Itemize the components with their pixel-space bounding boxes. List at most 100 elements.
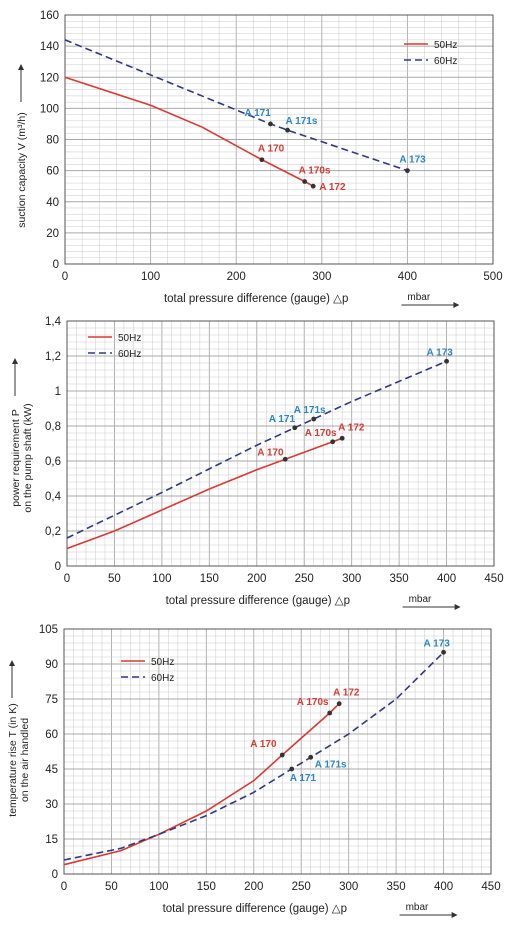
point-label: A 170 [250, 739, 277, 750]
y-axis-label-group: power requirement Pon the pump shaft (kW… [10, 358, 34, 513]
y-tick-label: 90 [45, 659, 58, 671]
x-tick-label: 300 [312, 271, 331, 283]
y-tick-label: 0,4 [45, 491, 62, 503]
series-line-50Hz [66, 437, 343, 550]
x-axis-unit: mbar [407, 292, 430, 303]
plot-frame [64, 14, 494, 265]
y-label-arrowhead [9, 660, 15, 666]
y-axis-label: temperature rise T (in K)on the air hand… [7, 703, 31, 816]
y-tick-label: 1,2 [45, 351, 61, 363]
x-axis-label: total pressure difference (gauge) △p [166, 595, 350, 607]
y-tick-label: 100 [40, 103, 59, 115]
data-point [405, 168, 410, 174]
x-unit-arrowhead [451, 912, 458, 918]
y-axis-label-group: suction capacity V (m³/h) [16, 64, 28, 228]
data-point [279, 752, 285, 758]
point-label: A 170 [257, 447, 284, 458]
point-label: A 171 [244, 108, 271, 119]
data-point [292, 425, 298, 431]
x-tick-label: 100 [141, 271, 160, 283]
data-point [259, 157, 265, 163]
data-point [302, 179, 308, 184]
x-axis-unit: mbar [409, 594, 432, 605]
y-tick-label: 80 [46, 135, 59, 147]
y-tick-label: 20 [46, 228, 59, 240]
x-tick-label: 300 [339, 881, 358, 893]
y-tick-label: 140 [40, 41, 59, 53]
y-tick-label: 0 [52, 869, 58, 881]
legend-label: 50Hz [151, 657, 174, 668]
point-label: A 173 [427, 347, 454, 358]
y-tick-label: 1 [55, 386, 61, 398]
x-tick-label: 50 [105, 881, 118, 893]
point-label: A 170 [258, 144, 285, 155]
grid [64, 14, 494, 265]
y-label-arrowhead [12, 358, 18, 364]
x-unit-arrowhead [454, 604, 461, 610]
series-line-50Hz [63, 703, 340, 866]
point-label: A 171 [269, 414, 296, 425]
x-tick-label: 300 [342, 573, 361, 585]
data-point [330, 439, 336, 445]
x-axis-label: total pressure difference (gauge) △p [163, 903, 347, 915]
x-tick-label: 450 [484, 573, 503, 585]
y-tick-label: 160 [40, 10, 59, 22]
y-tick-label: 0,2 [45, 526, 61, 538]
data-point [282, 456, 288, 462]
y-tick-label: 0 [55, 561, 61, 573]
x-tick-label: 100 [152, 573, 171, 585]
x-tick-label: 400 [434, 881, 453, 893]
y-tick-label: 60 [45, 729, 58, 741]
point-label: A 172 [338, 422, 365, 433]
x-axis-unit: mbar [406, 902, 429, 913]
data-point [339, 435, 345, 441]
chart-2: 0 50 100 150 200 250 300 350 400 450 0 0,2 0,4 0,6 0,8… [10, 316, 504, 610]
y-tick-label: 120 [40, 72, 59, 84]
point-label: A 171 [290, 773, 317, 784]
point-label: A 172 [319, 182, 346, 193]
data-point [289, 766, 295, 772]
legend-label: 50Hz [118, 333, 141, 344]
point-label: A 173 [424, 638, 451, 649]
point-label: A 172 [333, 688, 360, 699]
point-label: A 171s [315, 759, 347, 770]
legend-label: 60Hz [118, 349, 141, 360]
x-tick-label: 0 [64, 573, 70, 585]
point-label: A 171s [294, 405, 326, 416]
y-axis-label-group: temperature rise T (in K)on the air hand… [7, 660, 31, 817]
series-line-60Hz [63, 651, 445, 861]
y-axis-label: suction capacity V (m³/h) [16, 112, 28, 228]
x-tick-label: 200 [227, 271, 246, 283]
x-tick-label: 350 [387, 881, 406, 893]
y-tick-label: 0 [53, 259, 59, 271]
legend-label: 60Hz [151, 673, 174, 684]
y-label-arrowhead [18, 64, 24, 70]
y-tick-label: 0,6 [45, 456, 61, 468]
x-tick-label: 400 [437, 573, 456, 585]
x-tick-label: 500 [483, 271, 502, 283]
x-tick-label: 400 [398, 271, 417, 283]
y-tick-label: 105 [39, 624, 58, 636]
data-point [444, 358, 449, 364]
y-tick-label: 30 [45, 799, 58, 811]
data-point [308, 754, 314, 760]
legend: 50Hz 60Hz [88, 333, 141, 360]
series-line-60Hz [64, 39, 408, 172]
x-tick-label: 200 [244, 881, 263, 893]
y-tick-label: 40 [46, 197, 59, 209]
data-point [268, 121, 273, 127]
x-tick-label: 150 [197, 881, 216, 893]
point-label: A 170s [297, 697, 329, 708]
x-tick-label: 0 [62, 271, 68, 283]
series-line-50Hz [64, 76, 314, 187]
x-tick-label: 200 [247, 573, 266, 585]
data-point [311, 416, 317, 422]
x-tick-label: 250 [292, 881, 311, 893]
y-tick-label: 60 [46, 166, 59, 178]
point-label: A 173 [399, 155, 426, 166]
data-point [310, 183, 316, 189]
legend: 50Hz 60Hz [404, 40, 457, 67]
y-tick-label: 45 [45, 764, 58, 776]
x-tick-label: 350 [390, 573, 409, 585]
